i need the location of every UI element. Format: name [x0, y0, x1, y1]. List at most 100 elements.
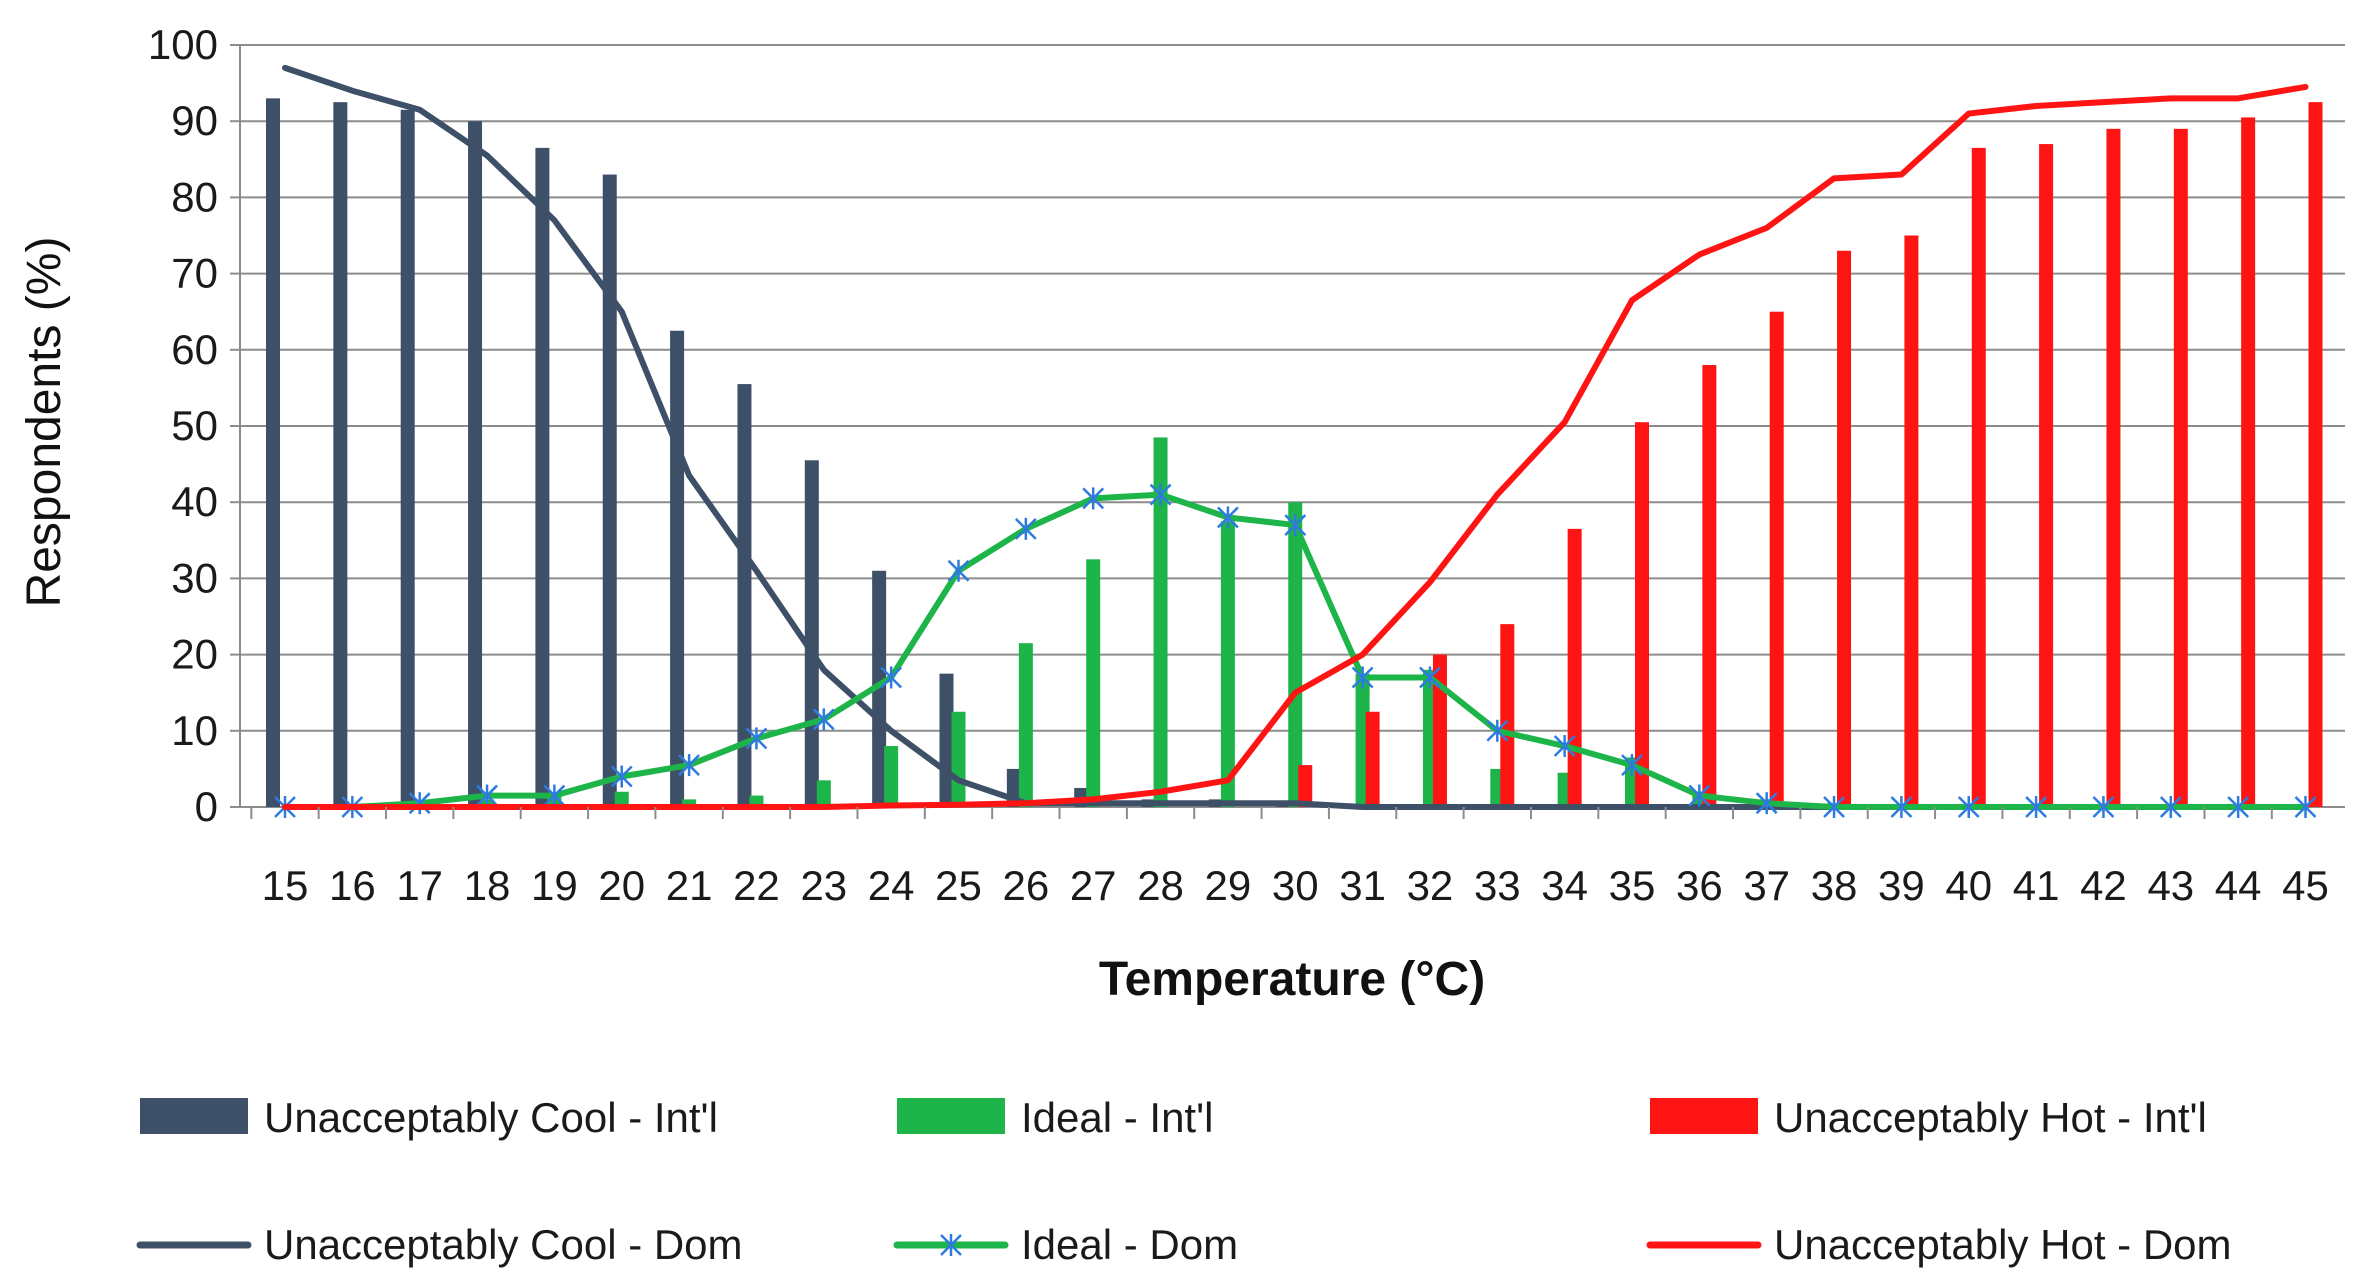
x-tick-label: 32 — [1407, 862, 1454, 909]
x-tick-label: 31 — [1339, 862, 1386, 909]
bars — [266, 98, 2323, 808]
bar — [468, 121, 483, 807]
bar — [951, 711, 966, 807]
bar — [737, 384, 752, 807]
x-tick-label: 28 — [1137, 862, 1184, 909]
y-tick-label: 90 — [171, 97, 218, 144]
x-tick-label: 27 — [1070, 862, 1117, 909]
bar — [1018, 643, 1033, 807]
bar — [884, 746, 899, 807]
x-axis-title: Temperature (°C) — [1099, 953, 1485, 1006]
data-point-marker — [2092, 796, 2115, 818]
bar — [939, 673, 954, 807]
bar — [1904, 235, 1919, 807]
data-point-marker — [1149, 483, 1172, 506]
bar — [1298, 765, 1313, 807]
y-tick-label: 20 — [171, 631, 218, 678]
data-point-marker — [543, 784, 566, 807]
x-tick-label: 23 — [800, 862, 847, 909]
bar — [872, 570, 887, 807]
series-line — [282, 83, 2309, 810]
data-point-marker — [1486, 719, 1509, 742]
legend-swatch — [1650, 1098, 1758, 1134]
legend: Unacceptably Cool - Int'l Ideal - Int'l Un… — [136, 1094, 2232, 1268]
x-tick-label: 34 — [1541, 862, 1588, 909]
data-point-marker — [1823, 796, 1845, 818]
data-point-marker — [1217, 506, 1239, 529]
y-tick-label: 50 — [171, 402, 218, 449]
legend-item: Unacceptably Cool - Int'l — [140, 1094, 718, 1141]
bar — [1220, 521, 1235, 807]
bar — [1837, 250, 1852, 808]
legend-item: Ideal - Int'l — [897, 1094, 1213, 1141]
data-point-marker — [745, 727, 768, 750]
data-point-marker — [947, 559, 970, 582]
data-point-marker — [2294, 796, 2317, 818]
x-tick-label: 45 — [2282, 862, 2329, 909]
x-tick-label: 30 — [1272, 862, 1319, 909]
bar — [1702, 365, 1717, 807]
data-point-marker — [1957, 796, 1980, 818]
data-point-marker — [1351, 666, 1374, 689]
data-point-marker — [678, 754, 700, 777]
bar — [2308, 102, 2323, 807]
x-tick-label: 19 — [531, 862, 578, 909]
bar — [333, 102, 348, 807]
data-point-marker — [1014, 517, 1037, 540]
legend-item: Unacceptably Hot - Dom — [1646, 1221, 2232, 1268]
bar — [1365, 711, 1380, 807]
lines — [274, 64, 2317, 818]
legend-swatch — [140, 1098, 248, 1134]
data-point-marker — [2227, 796, 2250, 818]
legend-label: Unacceptably Hot - Int'l — [1774, 1094, 2207, 1141]
legend-item: Unacceptably Hot - Int'l — [1650, 1094, 2207, 1141]
legend-label: Unacceptably Cool - Int'l — [264, 1094, 718, 1141]
bar — [749, 795, 764, 807]
data-point-marker — [1419, 666, 1441, 689]
legend-item: Ideal - Dom — [893, 1221, 1238, 1268]
bar — [1567, 528, 1582, 807]
x-tick-label: 17 — [396, 862, 443, 909]
x-tick-label: 24 — [868, 862, 915, 909]
y-tick-label: 80 — [171, 173, 218, 220]
x-tick-label: 20 — [598, 862, 645, 909]
legend-label: Unacceptably Hot - Dom — [1774, 1221, 2232, 1268]
bar — [816, 780, 831, 807]
x-tick-label: 44 — [2215, 862, 2262, 909]
data-point-marker — [2159, 796, 2182, 818]
data-point-marker — [476, 784, 498, 807]
bar — [1971, 147, 1986, 807]
x-tick-label: 43 — [2147, 862, 2194, 909]
bar — [1500, 624, 1515, 807]
x-tick-label: 41 — [2013, 862, 2060, 909]
data-point-marker — [1284, 514, 1307, 537]
bar — [2241, 117, 2256, 807]
x-tick-label: 42 — [2080, 862, 2127, 909]
axes: 0 10 20 30 40 50 60 70 80 90 100 15 16 17 18 19 20 21 22 23… — [148, 21, 2329, 909]
legend-label: Ideal - Int'l — [1021, 1094, 1213, 1141]
y-tick-label: 70 — [171, 250, 218, 297]
bar — [535, 147, 550, 807]
y-tick-label: 60 — [171, 326, 218, 373]
bar — [1153, 437, 1168, 807]
x-tick-label: 37 — [1743, 862, 1790, 909]
bar — [2173, 128, 2188, 807]
x-tick-label: 22 — [733, 862, 780, 909]
y-tick-label: 0 — [195, 783, 218, 830]
data-point-marker — [1890, 796, 1913, 818]
legend-label: Unacceptably Cool - Dom — [264, 1221, 743, 1268]
data-point-marker — [880, 666, 903, 689]
legend-item: Unacceptably Cool - Dom — [136, 1221, 743, 1268]
data-point-marker — [1755, 792, 1778, 815]
bar — [1288, 502, 1303, 807]
legend-label: Ideal - Dom — [1021, 1221, 1238, 1268]
x-tick-label: 21 — [666, 862, 713, 909]
x-tick-label: 26 — [1002, 862, 1049, 909]
x-tick-label: 38 — [1811, 862, 1858, 909]
y-tick-label: 100 — [148, 21, 218, 68]
data-point-marker — [2025, 796, 2047, 818]
data-point-marker — [812, 708, 835, 731]
bar — [266, 98, 280, 808]
